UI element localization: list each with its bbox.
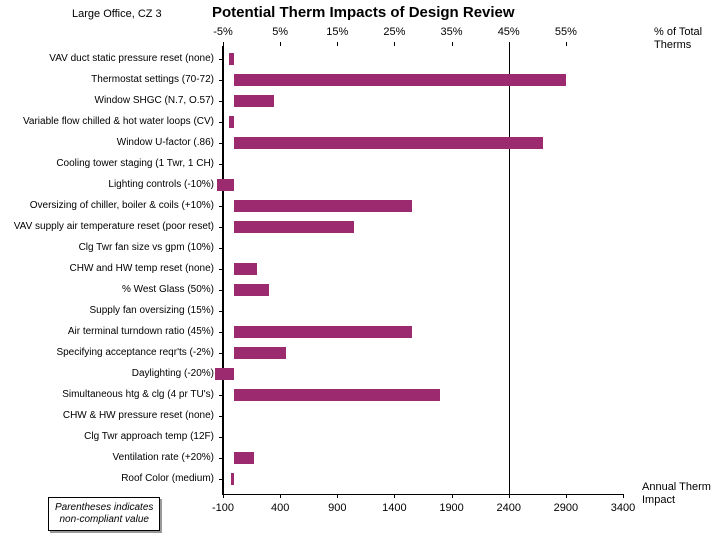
tick-y (219, 206, 223, 207)
category-label: Supply fan oversizing (15%) (0, 306, 214, 316)
tick-top-label: 15% (326, 26, 348, 38)
tick-y (219, 269, 223, 270)
category-label: Daylighting (-20%) (0, 369, 214, 379)
tick-y (219, 395, 223, 396)
legend-annual-impact: Annual ThermImpact (642, 481, 711, 506)
tick-y (219, 101, 223, 102)
tick-bottom (623, 494, 624, 498)
tick-y (219, 122, 223, 123)
tick-y (219, 248, 223, 249)
gridline (223, 46, 224, 494)
tick-y (219, 311, 223, 312)
category-label: Clg Twr fan size vs gpm (10%) (0, 243, 214, 253)
bar (234, 347, 285, 359)
chart-title: Potential Therm Impacts of Design Review (212, 4, 515, 21)
bar (234, 74, 565, 86)
category-label: Window U-factor (.86) (0, 138, 214, 148)
tick-y (219, 164, 223, 165)
bar (231, 473, 234, 485)
tick-top (452, 42, 453, 46)
bar (234, 221, 354, 233)
tick-bottom-label: 2900 (554, 502, 578, 514)
tick-top (509, 42, 510, 46)
tick-y (219, 437, 223, 438)
tick-y (219, 290, 223, 291)
tick-bottom-label: -100 (212, 502, 234, 514)
category-label: VAV duct static pressure reset (none) (0, 54, 214, 64)
tick-top-label: 35% (441, 26, 463, 38)
bar (234, 326, 411, 338)
tick-bottom-label: 900 (328, 502, 346, 514)
tick-top-label: 55% (555, 26, 577, 38)
gridline (509, 46, 510, 494)
tick-top (337, 42, 338, 46)
category-label: Cooling tower staging (1 Twr, 1 CH) (0, 159, 214, 169)
category-label: Variable flow chilled & hot water loops … (0, 117, 214, 127)
bar (234, 389, 440, 401)
tick-top-label: 45% (498, 26, 520, 38)
bar (234, 200, 411, 212)
category-label: Lighting controls (-10%) (0, 180, 214, 190)
plot-area: -5%5%15%25%35%45%55%-1004009001400190024… (222, 46, 623, 495)
bar (234, 137, 543, 149)
bar (217, 179, 234, 191)
tick-bottom (566, 494, 567, 498)
footnote-box: Parentheses indicatesnon-compliant value (48, 497, 160, 531)
category-label: Thermostat settings (70-72) (0, 75, 214, 85)
category-label: Air terminal turndown ratio (45%) (0, 327, 214, 337)
tick-y (219, 80, 223, 81)
tick-y (219, 143, 223, 144)
tick-y (219, 227, 223, 228)
tick-bottom (223, 494, 224, 498)
bar (234, 263, 257, 275)
tick-top-label: -5% (213, 26, 233, 38)
category-label: CHW and HW temp reset (none) (0, 264, 214, 274)
tick-y (219, 332, 223, 333)
bar (229, 116, 235, 128)
bar (229, 53, 235, 65)
tick-y (219, 479, 223, 480)
tick-bottom (337, 494, 338, 498)
bar (234, 452, 253, 464)
category-label: Ventilation rate (+20%) (0, 453, 214, 463)
category-label: Simultaneous htg & clg (4 pr TU's) (0, 390, 214, 400)
category-label: VAV supply air temperature reset (poor r… (0, 222, 214, 232)
bar (234, 95, 274, 107)
tick-bottom-label: 3400 (611, 502, 635, 514)
tick-top (223, 42, 224, 46)
tick-top (394, 42, 395, 46)
category-label: % West Glass (50%) (0, 285, 214, 295)
tick-bottom (509, 494, 510, 498)
subtitle: Large Office, CZ 3 (72, 8, 162, 20)
tick-top (280, 42, 281, 46)
category-label: Clg Twr approach temp (12F) (0, 432, 214, 442)
category-label: CHW & HW pressure reset (none) (0, 411, 214, 421)
tick-y (219, 353, 223, 354)
tick-y (219, 458, 223, 459)
tick-y (219, 59, 223, 60)
tick-bottom-label: 2400 (496, 502, 520, 514)
tick-bottom (452, 494, 453, 498)
tick-bottom-label: 1900 (439, 502, 463, 514)
bar (215, 368, 234, 380)
tick-top (566, 42, 567, 46)
category-label: Specifying acceptance reqr'ts (-2%) (0, 348, 214, 358)
tick-top-label: 25% (383, 26, 405, 38)
category-label: Oversizing of chiller, boiler & coils (+… (0, 201, 214, 211)
tick-bottom-label: 1400 (382, 502, 406, 514)
legend-percent-total: % of TotalTherms (654, 26, 702, 51)
category-label: Window SHGC (N.7, O.57) (0, 96, 214, 106)
tick-bottom (394, 494, 395, 498)
tick-y (219, 416, 223, 417)
tick-bottom-label: 400 (271, 502, 289, 514)
category-label: Roof Color (medium) (0, 474, 214, 484)
tick-bottom (280, 494, 281, 498)
tick-top-label: 5% (272, 26, 288, 38)
bar (234, 284, 268, 296)
